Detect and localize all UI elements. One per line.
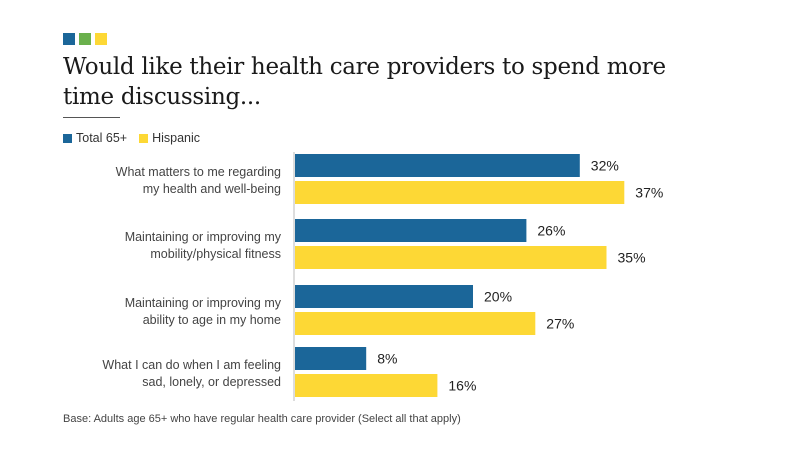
legend-label-hispanic: Hispanic <box>152 131 201 145</box>
brand-square-blue <box>63 33 75 45</box>
category-label-line: Maintaining or improving my <box>125 230 282 244</box>
chart-title-line-1: Would like their health care providers t… <box>63 54 666 80</box>
brand-square-green <box>79 33 91 45</box>
category-label: What matters to me regarding my health an… <box>116 165 281 196</box>
bar-hispanic <box>295 181 625 204</box>
category-label-line: mobility/physical fitness <box>150 247 281 261</box>
title-divider <box>63 117 120 118</box>
legend-item-total: Total 65+ <box>63 131 127 145</box>
data-label: 16% <box>448 378 476 394</box>
category-label: What I can do when I am feeling sad, lone… <box>102 358 281 389</box>
category-label-line: ability to age in my home <box>143 313 281 327</box>
chart-title: Would like their health care providers t… <box>63 52 763 112</box>
legend-swatch-total <box>63 133 72 143</box>
data-label: 26% <box>537 223 565 239</box>
legend: Total 65+ Hispanic <box>63 131 212 145</box>
footnote: Base: Adults age 65+ who have regular he… <box>63 413 461 425</box>
brand-squares <box>63 33 107 45</box>
bar-total <box>295 347 367 370</box>
category-label-line: Maintaining or improving my <box>125 296 282 310</box>
bar-hispanic <box>295 374 438 397</box>
legend-label-total: Total 65+ <box>76 131 128 145</box>
category-label-line: sad, lonely, or depressed <box>142 375 281 389</box>
data-label: 8% <box>377 351 397 367</box>
data-label: 20% <box>484 289 512 305</box>
bar-total <box>295 219 527 242</box>
bar-total <box>295 285 473 308</box>
category-label: Maintaining or improving my ability to ag… <box>125 296 282 327</box>
chart-title-line-2: time discussing... <box>63 84 261 110</box>
data-label: 32% <box>591 158 619 174</box>
data-label: 37% <box>635 185 663 201</box>
data-label: 27% <box>546 316 574 332</box>
brand-square-yellow <box>95 33 107 45</box>
bar-total <box>295 154 580 177</box>
category-label-line: What matters to me regarding <box>116 165 281 179</box>
category-label-line: my health and well-being <box>143 182 281 196</box>
data-label: 35% <box>618 250 646 266</box>
legend-swatch-hispanic <box>139 133 149 143</box>
category-label: Maintaining or improving my mobility/phys… <box>125 230 282 261</box>
legend-item-hispanic: Hispanic <box>139 131 200 145</box>
bar-hispanic <box>295 312 536 335</box>
bar-hispanic <box>295 246 607 269</box>
category-label-line: What I can do when I am feeling <box>102 358 281 372</box>
